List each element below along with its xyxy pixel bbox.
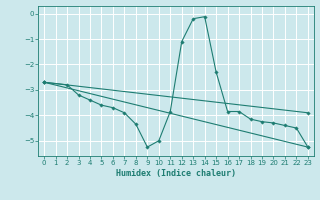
X-axis label: Humidex (Indice chaleur): Humidex (Indice chaleur) [116, 169, 236, 178]
